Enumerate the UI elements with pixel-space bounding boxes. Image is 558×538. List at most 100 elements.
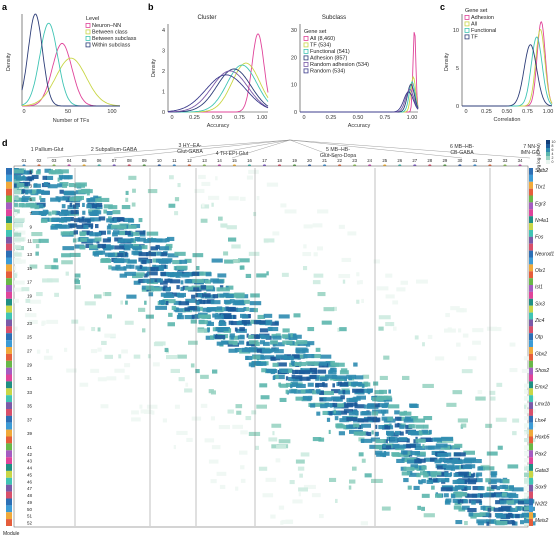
heat-cell: [56, 217, 67, 222]
heat-cell: [199, 271, 212, 276]
subclass-label-09: 09: [142, 158, 147, 163]
heat-cell: [214, 315, 224, 320]
module-label-46: 46: [27, 479, 33, 484]
right-module-bar-41: [529, 443, 533, 451]
gene-label-Shox2: Shox2: [535, 368, 549, 374]
heat-cell: [179, 259, 188, 264]
heat-cell: [333, 396, 340, 401]
heat-cell: [261, 335, 270, 340]
heat-cell: [123, 246, 131, 251]
panel-d-module-bar: [6, 168, 12, 526]
heat-cell: [524, 445, 529, 450]
heat-cell: [346, 417, 358, 422]
subclass-label-02: 02: [37, 158, 42, 163]
heat-cell: [14, 218, 25, 223]
heat-cell: [219, 285, 224, 290]
heat-cell: [367, 416, 378, 421]
heat-cell: [302, 252, 312, 257]
heat-cell: [333, 409, 336, 414]
heat-cell: [126, 294, 137, 299]
heat-cell: [131, 202, 136, 207]
heat-cell: [44, 264, 56, 269]
heat-cell: [315, 383, 319, 388]
heat-cell: [246, 333, 249, 338]
heat-cell: [354, 375, 364, 380]
heat-cell: [184, 286, 194, 291]
panel-c: Density Correlation 0 5 10 0 0.25 0.50 0.75 1.…: [444, 8, 553, 123]
heat-cell: [160, 252, 168, 257]
heat-cell: [24, 313, 37, 318]
heat-cell: [70, 210, 77, 215]
heat-cell: [485, 478, 491, 483]
heat-cell: [174, 211, 179, 216]
panel-c-legend-label-0: Adhesion: [471, 15, 494, 21]
heat-cell: [386, 432, 394, 437]
subclass-label-31: 31: [473, 158, 478, 163]
heat-cell: [435, 356, 445, 361]
heat-cell: [213, 334, 216, 339]
heat-cell: [177, 354, 187, 359]
heat-cell: [356, 272, 360, 277]
right-module-bar-26: [529, 340, 533, 347]
heat-cell: [462, 486, 467, 491]
module-bar-46: [6, 477, 12, 485]
module-label-7: 7: [29, 211, 32, 216]
heat-cell: [62, 246, 75, 251]
heat-cell: [406, 459, 418, 464]
heat-cell: [381, 409, 389, 414]
heat-cell: [163, 285, 168, 290]
heat-cell: [426, 479, 434, 484]
heat-cell: [62, 183, 68, 188]
heat-cell: [138, 218, 143, 223]
heat-cell: [444, 500, 451, 505]
gene-label-Pax2: Pax2: [535, 451, 547, 457]
heat-cell: [452, 479, 465, 484]
heat-cell: [125, 190, 129, 195]
heat-cell: [121, 238, 133, 243]
heat-cell: [201, 203, 205, 208]
heat-cell: [326, 417, 331, 422]
heat-cell: [388, 389, 391, 394]
heat-cell: [200, 403, 208, 408]
module-bar-29: [6, 360, 12, 368]
module-label-17: 17: [27, 280, 33, 285]
heat-cell: [144, 300, 147, 305]
heat-cell: [303, 244, 307, 249]
panel-b-legend-label-1: TF (534): [310, 43, 331, 49]
heat-cell: [293, 389, 306, 394]
heat-cell: [31, 210, 43, 215]
heat-cell: [113, 230, 120, 235]
heat-cell: [413, 485, 420, 490]
panel-a-ylabel: Density: [6, 53, 12, 72]
heat-cell: [421, 429, 429, 434]
heat-cell: [97, 377, 107, 382]
subclass-label-27: 27: [412, 158, 417, 163]
heat-cell: [435, 443, 448, 448]
heat-cell: [495, 493, 506, 498]
heat-cell: [340, 395, 345, 400]
heat-cell: [191, 294, 196, 299]
heat-cell: [201, 181, 211, 186]
heat-cell: [341, 257, 352, 262]
panel-c-legend-swatch-0: [464, 14, 470, 20]
heat-cell: [259, 383, 268, 388]
module-bar-43: [6, 457, 12, 465]
panel-b-legend-label-5: Random (534): [310, 69, 345, 75]
heat-cell: [383, 355, 390, 360]
heat-cell: [146, 252, 156, 257]
right-module-bar-48: [529, 491, 533, 499]
heat-cell: [445, 498, 452, 503]
panel-a-legend-label-2: Between subclass: [92, 36, 137, 42]
heat-cell: [399, 431, 404, 436]
heat-cell: [272, 362, 279, 367]
heat-cell: [195, 300, 206, 305]
heat-cell: [126, 264, 132, 269]
heat-cell: [272, 375, 276, 380]
subclass-label-11: 11: [172, 158, 177, 163]
heat-cell: [248, 334, 254, 339]
gene-label-Lmx1b: Lmx1b: [535, 401, 550, 407]
heat-cell: [307, 327, 315, 332]
heat-cell: [295, 459, 305, 464]
heat-cell: [409, 403, 418, 408]
heat-cell: [454, 465, 461, 470]
